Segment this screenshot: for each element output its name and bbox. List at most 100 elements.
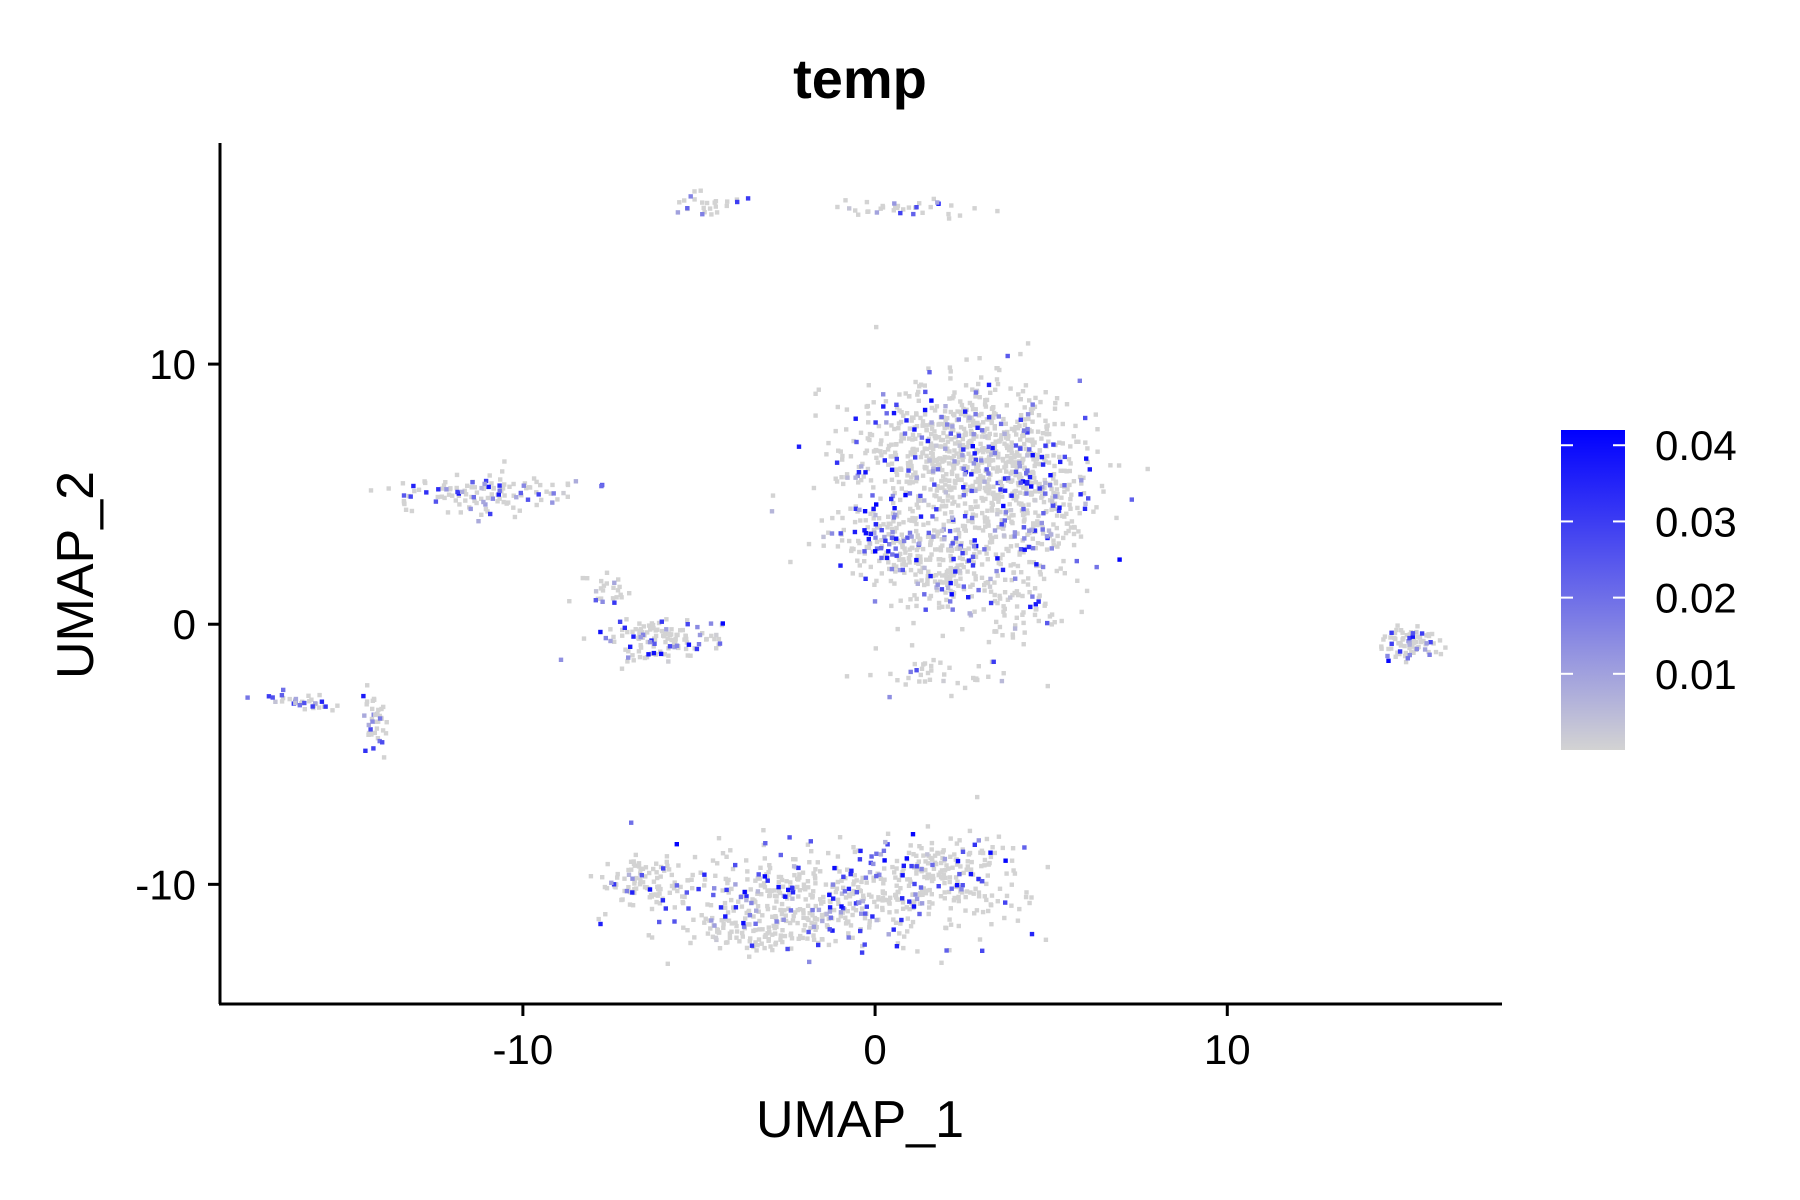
data-point (841, 527, 846, 533)
data-point (959, 477, 964, 482)
data-point (620, 627, 625, 633)
data-point (751, 914, 756, 919)
data-point (992, 450, 998, 456)
data-point (609, 880, 614, 885)
data-point (1027, 447, 1032, 452)
data-point (1108, 463, 1113, 468)
data-point (929, 892, 934, 897)
data-point (744, 945, 750, 951)
data-point (1382, 634, 1388, 639)
data-point (871, 506, 876, 512)
colorbar-tick-label: 0.04 (1655, 422, 1737, 469)
data-point (936, 435, 942, 440)
data-point (913, 516, 918, 521)
data-point (761, 828, 766, 833)
data-point (1004, 403, 1009, 408)
data-point (1389, 630, 1394, 635)
data-point (833, 476, 838, 481)
data-point (1051, 472, 1057, 477)
data-point (932, 579, 938, 584)
data-point (922, 565, 927, 571)
data-point (372, 697, 377, 702)
data-point (696, 886, 701, 892)
data-point (934, 488, 940, 493)
data-point (987, 486, 992, 492)
data-point (930, 901, 935, 906)
data-point (987, 462, 992, 467)
data-point (1049, 499, 1055, 504)
data-point (905, 461, 911, 466)
data-point (903, 682, 908, 687)
data-point (599, 578, 604, 584)
data-point (954, 862, 960, 867)
data-point (867, 925, 872, 930)
data-point (827, 892, 832, 898)
data-point (1050, 495, 1055, 500)
data-point (561, 490, 566, 496)
data-point (677, 200, 682, 205)
data-point (1041, 511, 1046, 516)
data-point (953, 536, 959, 541)
data-point (903, 492, 908, 498)
data-point (1043, 459, 1048, 464)
data-point (864, 199, 870, 205)
data-point (932, 408, 938, 413)
data-point (1049, 532, 1054, 537)
data-point (956, 894, 961, 900)
data-point (746, 908, 752, 914)
data-point (1002, 590, 1008, 595)
data-point (765, 903, 770, 909)
data-point (1033, 546, 1038, 551)
data-point (868, 478, 874, 483)
data-point (1145, 466, 1150, 472)
data-point (769, 888, 774, 894)
data-point (469, 494, 474, 500)
data-point (1025, 582, 1031, 587)
data-point (375, 736, 381, 741)
data-point (567, 599, 572, 604)
data-point (958, 399, 963, 404)
data-point (968, 423, 973, 428)
data-point (927, 900, 932, 905)
data-point (1036, 461, 1041, 467)
data-point (999, 518, 1004, 523)
data-point (963, 469, 968, 475)
data-point (651, 879, 657, 884)
data-point (317, 692, 322, 698)
data-point (691, 917, 696, 922)
data-point (737, 939, 742, 944)
data-point (651, 892, 656, 897)
data-point (565, 494, 570, 499)
data-point (319, 699, 325, 704)
data-point (655, 875, 660, 881)
data-point (944, 569, 950, 575)
data-point (1407, 642, 1412, 647)
data-point (941, 522, 946, 527)
data-point (970, 483, 975, 489)
data-point (863, 450, 868, 456)
data-point (988, 390, 993, 395)
data-point (834, 886, 840, 891)
data-point (983, 447, 988, 453)
data-point (971, 571, 977, 576)
data-point (960, 442, 966, 448)
data-point (998, 421, 1004, 427)
data-point (960, 556, 965, 562)
data-point (870, 914, 875, 919)
data-point (967, 439, 972, 445)
data-point (986, 415, 992, 420)
data-point (995, 600, 1000, 606)
data-point (766, 925, 771, 930)
data-point (977, 481, 982, 487)
data-point (886, 899, 892, 905)
data-point (926, 469, 931, 474)
data-point (551, 491, 556, 496)
data-point (1033, 395, 1038, 401)
data-point (617, 619, 623, 624)
data-point (1005, 454, 1010, 459)
data-point (1054, 396, 1060, 401)
data-point (982, 479, 987, 484)
data-point (778, 937, 783, 942)
data-point (801, 915, 806, 920)
